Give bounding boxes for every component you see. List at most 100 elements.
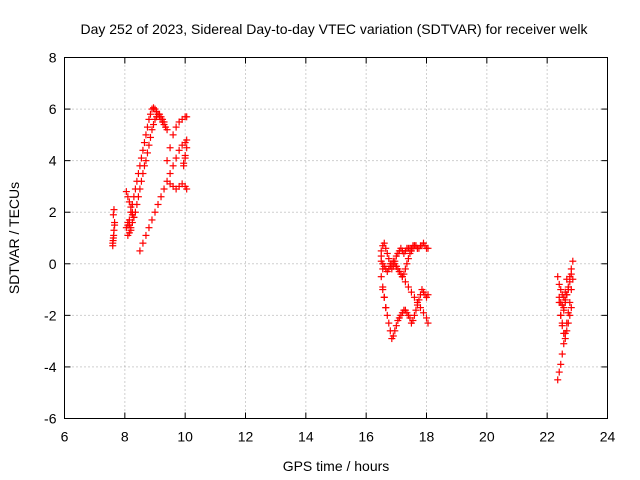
data-point	[151, 208, 159, 216]
data-point	[558, 319, 566, 327]
data-point	[110, 206, 118, 214]
data-point	[134, 193, 142, 201]
data-point	[560, 306, 568, 314]
data-point	[127, 203, 135, 211]
data-point	[142, 157, 150, 165]
data-point	[561, 296, 569, 304]
data-point	[563, 275, 571, 283]
data-point	[127, 226, 135, 234]
data-point	[379, 265, 387, 273]
data-point	[146, 110, 154, 118]
data-point	[407, 288, 415, 296]
x-axis: 6 8 10 12 14 16 18 20 22 24	[61, 57, 615, 445]
y-tick-label: 4	[49, 153, 57, 169]
x-tick-label: 12	[238, 429, 254, 445]
data-point	[111, 221, 119, 229]
data-point	[567, 270, 575, 278]
data-point	[137, 154, 145, 162]
x-tick-label: 18	[419, 429, 435, 445]
data-point	[383, 311, 391, 319]
y-axis: -6 -4 -2 0 2 4 6 8	[44, 50, 608, 427]
data-point	[567, 304, 575, 312]
data-point	[412, 306, 420, 314]
x-tick-label: 16	[358, 429, 374, 445]
data-point	[560, 340, 568, 348]
data-point	[160, 118, 168, 126]
data-point	[172, 154, 180, 162]
data-point	[382, 304, 390, 312]
data-point	[133, 200, 141, 208]
data-point	[404, 283, 412, 291]
data-point	[145, 115, 153, 123]
data-point	[145, 141, 153, 149]
data-point	[557, 286, 565, 294]
data-point	[124, 193, 132, 201]
data-point	[166, 144, 174, 152]
data-point	[148, 216, 156, 224]
data-point	[561, 288, 569, 296]
data-point	[124, 219, 132, 227]
x-axis-label: GPS time / hours	[283, 458, 390, 474]
data-point	[377, 273, 385, 281]
data-point	[146, 133, 154, 141]
data-point	[163, 157, 171, 165]
data-point	[391, 327, 399, 335]
data-point	[555, 368, 563, 376]
data-point	[142, 131, 150, 139]
data-point	[379, 283, 387, 291]
data-point	[392, 322, 400, 330]
data-point	[403, 260, 411, 268]
y-tick-label: 0	[49, 256, 57, 272]
data-point	[149, 104, 157, 112]
y-tick-label: 6	[49, 101, 57, 117]
data-point	[175, 146, 183, 154]
data-point	[564, 319, 572, 327]
x-tick-label: 6	[61, 429, 69, 445]
data-point	[169, 162, 177, 170]
data-point	[389, 332, 397, 340]
y-tick-label: -6	[44, 411, 57, 427]
data-point	[136, 247, 144, 255]
data-point	[139, 239, 147, 247]
data-point	[410, 293, 418, 301]
x-tick-label: 10	[177, 429, 193, 445]
data-point	[392, 262, 400, 270]
y-tick-label: -4	[44, 359, 57, 375]
data-point	[404, 255, 412, 263]
data-point	[137, 177, 145, 185]
x-tick-label: 20	[479, 429, 495, 445]
y-axis-label: SDTVAR / TECUs	[6, 182, 22, 294]
data-point	[169, 131, 177, 139]
data-point	[385, 319, 393, 327]
data-point	[424, 319, 432, 327]
data-point	[410, 311, 418, 319]
data-point	[401, 265, 409, 273]
y-tick-label: -2	[44, 307, 57, 323]
chart-title: Day 252 of 2023, Sidereal Day-to-day VTE…	[80, 21, 588, 37]
data-point	[145, 224, 153, 232]
data-point	[555, 280, 563, 288]
data-point	[424, 244, 432, 252]
data-point	[180, 162, 188, 170]
data-point	[128, 211, 136, 219]
data-point	[395, 268, 403, 276]
data-point	[183, 144, 191, 152]
data-point	[183, 113, 191, 121]
data-point	[149, 121, 157, 129]
data-point	[383, 249, 391, 257]
data-point	[160, 185, 168, 193]
data-point	[183, 185, 191, 193]
data-point	[166, 170, 174, 178]
data-point	[401, 278, 409, 286]
data-point	[409, 317, 417, 325]
y-tick-label: 8	[49, 50, 57, 66]
data-points	[109, 104, 577, 384]
grid-lines	[64, 57, 608, 419]
data-point	[385, 255, 393, 263]
x-tick-label: 8	[121, 429, 129, 445]
data-point	[382, 244, 390, 252]
data-point	[424, 291, 432, 299]
data-point	[380, 293, 388, 301]
data-point	[416, 304, 424, 312]
